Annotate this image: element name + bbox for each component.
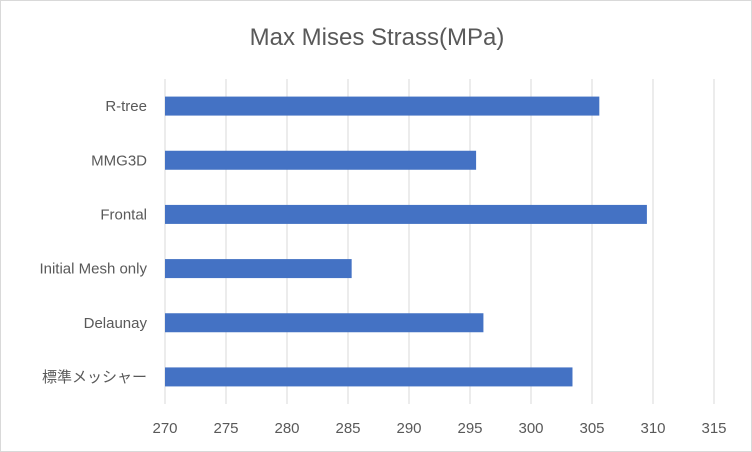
category-label-2: Frontal — [100, 206, 147, 223]
x-axis-tick-labels: 270 275 280 285 290 295 300 305 310 315 — [152, 420, 726, 437]
bar-5 — [165, 367, 573, 387]
category-label-3: Initial Mesh only — [39, 261, 147, 278]
bars — [165, 96, 647, 387]
x-tick-label-290: 290 — [396, 420, 421, 437]
category-label-0: R-tree — [105, 98, 147, 115]
x-tick-label-280: 280 — [274, 420, 299, 437]
x-tick-label-315: 315 — [701, 420, 726, 437]
x-tick-label-310: 310 — [640, 420, 665, 437]
x-tick-label-275: 275 — [213, 420, 238, 437]
x-tick-label-300: 300 — [518, 420, 543, 437]
x-tick-label-295: 295 — [457, 420, 482, 437]
category-labels: R-tree MMG3D Frontal Initial Mesh only Delau… — [39, 98, 147, 386]
category-label-4: Delaunay — [84, 315, 148, 332]
category-label-1: MMG3D — [91, 152, 147, 169]
x-tick-label-285: 285 — [335, 420, 360, 437]
x-tick-label-270: 270 — [152, 420, 177, 437]
bar-1 — [165, 150, 477, 170]
bar-0 — [165, 96, 600, 116]
chart-title: Max Mises Strass(MPa) — [250, 24, 505, 51]
bar-3 — [165, 259, 352, 279]
gridlines — [164, 79, 715, 404]
x-tick-label-305: 305 — [579, 420, 604, 437]
bar-2 — [165, 204, 647, 224]
bar-4 — [165, 313, 484, 333]
category-label-5: 標準メッシャー — [42, 369, 147, 386]
